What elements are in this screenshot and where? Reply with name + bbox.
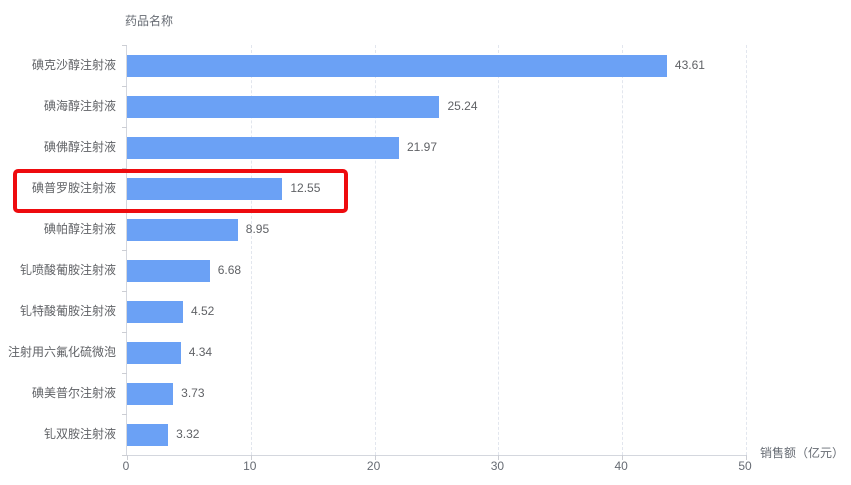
x-axis-tick	[250, 455, 252, 460]
x-axis-tick-label: 0	[122, 459, 130, 473]
x-axis-tick-label: 50	[738, 459, 752, 473]
x-axis-tick-label: 10	[243, 459, 257, 473]
x-axis-tick	[746, 455, 747, 460]
bar-注射用六氟化硫微泡[interactable]	[127, 341, 181, 364]
y-axis-tick	[122, 414, 127, 415]
category-label-碘克沙醇注射液: 碘克沙醇注射液	[31, 58, 116, 72]
y-axis-tick	[122, 250, 127, 251]
category-label-碘佛醇注射液: 碘佛醇注射液	[43, 140, 116, 154]
gridline-x-40	[622, 45, 624, 455]
gridline-x-30	[498, 45, 500, 455]
y-axis-tick	[122, 291, 127, 292]
bar-value-label: 4.34	[188, 345, 213, 359]
category-label-碘海醇注射液: 碘海醇注射液	[43, 99, 116, 113]
x-axis-tick	[622, 455, 624, 460]
gridline-x-20	[374, 45, 376, 455]
bar-value-label: 3.73	[181, 386, 205, 400]
bar-碘克沙醇注射液[interactable]	[127, 54, 667, 77]
x-axis-tick	[127, 455, 128, 460]
x-axis-tick	[498, 455, 500, 460]
gridline-x-50	[746, 45, 747, 455]
category-label-注射用六氟化硫微泡: 注射用六氟化硫微泡	[7, 345, 116, 359]
y-axis-tick	[122, 209, 127, 210]
y-axis-tick	[122, 45, 127, 46]
y-axis-tick	[122, 86, 127, 87]
category-label-钆喷酸葡胺注射液: 钆喷酸葡胺注射液	[19, 263, 116, 277]
bar-value-label: 21.97	[406, 140, 438, 154]
bar-碘美普尔注射液[interactable]	[127, 382, 174, 405]
category-label-碘帕醇注射液: 碘帕醇注射液	[43, 222, 116, 236]
bar-碘海醇注射液[interactable]	[127, 95, 440, 118]
x-axis-tick-label: 20	[366, 459, 381, 473]
y-axis-tick	[122, 373, 127, 374]
bar-value-label: 4.52	[190, 304, 215, 318]
bar-value-label: 12.55	[290, 181, 321, 195]
bar-碘佛醇注射液[interactable]	[127, 136, 399, 159]
bar-value-label: 6.68	[217, 263, 242, 277]
x-axis-tick-label: 40	[614, 459, 628, 473]
x-axis-tick-label: 30	[490, 459, 505, 473]
bar-钆双胺注射液[interactable]	[127, 423, 169, 446]
bar-value-label: 25.24	[447, 99, 478, 113]
category-axis-labels: 碘克沙醇注射液碘海醇注射液 碘佛醇注射液碘普罗胺注射液碘帕醇注射液钆喷酸葡胺注射液…	[0, 45, 121, 455]
bar-碘普罗胺注射液[interactable]	[127, 177, 283, 200]
bar-碘帕醇注射液[interactable]	[127, 218, 238, 241]
category-label-钆特酸葡胺注射液: 钆特酸葡胺注射液	[19, 304, 116, 318]
x-axis-tick	[374, 455, 376, 460]
bar-钆特酸葡胺注射液[interactable]	[127, 300, 183, 323]
bar-钆喷酸葡胺注射液[interactable]	[127, 259, 210, 282]
bar-value-label: 43.61	[674, 58, 705, 72]
gridline-x-10	[250, 45, 252, 455]
y-axis-tick	[122, 168, 127, 169]
y-axis-title: 药品名称	[125, 14, 174, 28]
y-axis-tick	[122, 332, 127, 333]
x-axis-title: 销售额（亿元）	[760, 446, 845, 460]
category-label-碘美普尔注射液: 碘美普尔注射液	[31, 386, 116, 400]
bar-value-label: 8.95	[245, 222, 270, 236]
category-label-碘普罗胺注射液: 碘普罗胺注射液	[31, 181, 116, 195]
y-axis-tick	[122, 455, 127, 456]
y-axis-tick	[122, 127, 127, 128]
plot-area: 43.61 25.24 21.97 12.55 8.95 6.68 4.52 4.34 3.73…	[122, 45, 747, 460]
category-label-钆双胺注射液: 钆双胺注射液	[43, 427, 116, 441]
bar-value-label: 3.32	[176, 427, 200, 441]
